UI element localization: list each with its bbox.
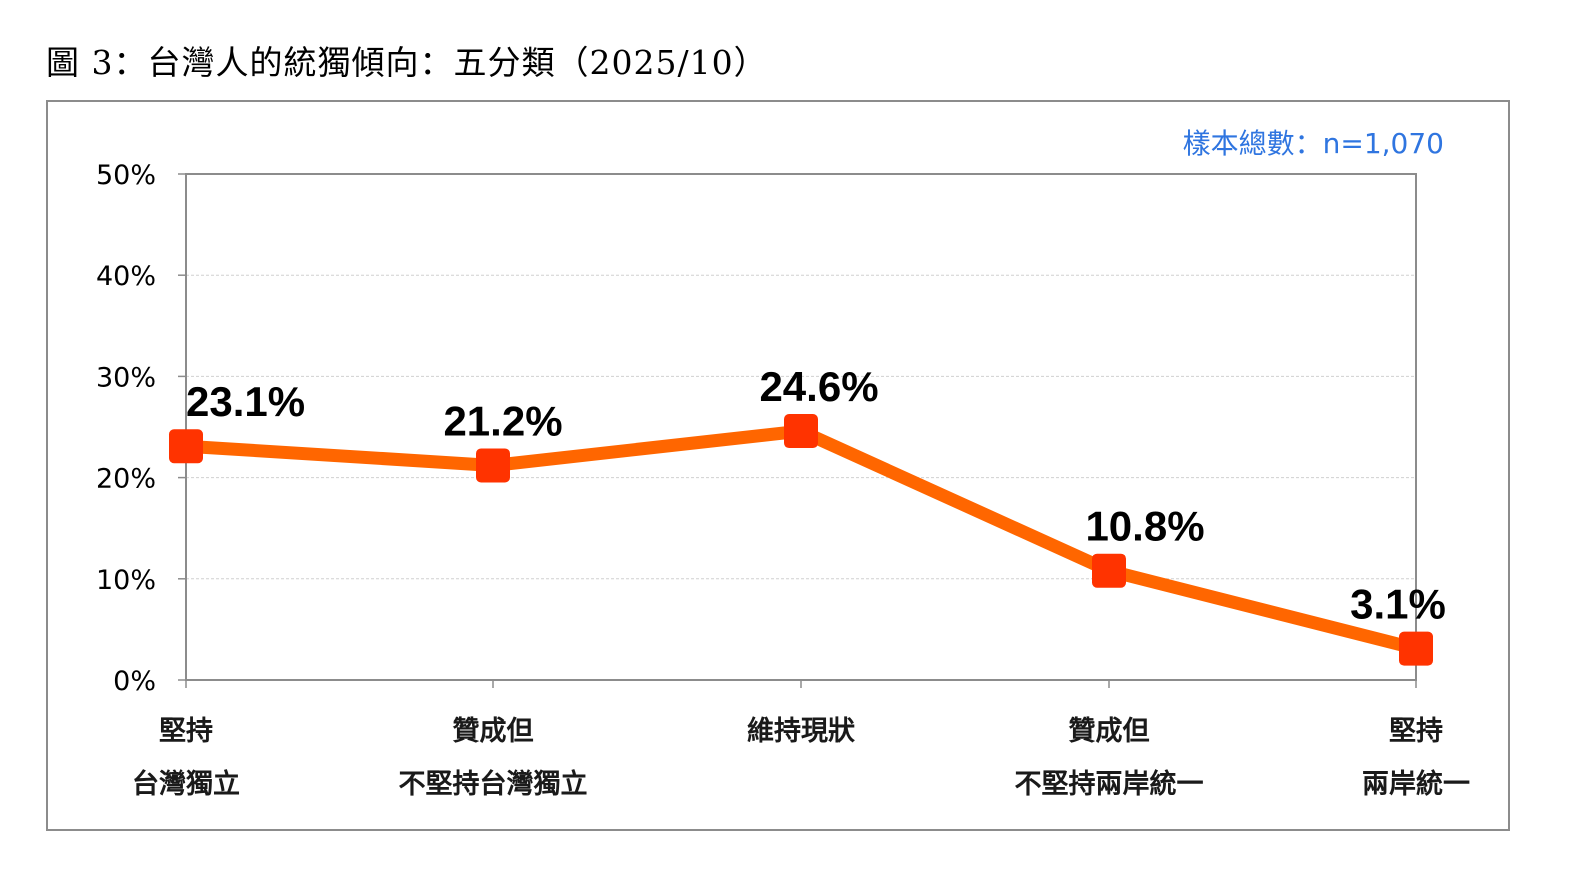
data-point-marker <box>1092 553 1126 588</box>
series-line <box>179 424 1423 656</box>
data-label: 23.1% <box>186 378 305 425</box>
y-tick-label: 10% <box>96 565 156 596</box>
figure-title: 圖 3：台灣人的統獨傾向：五分類（2025/10） <box>46 43 768 82</box>
x-category-label: 不堅持兩岸統一 <box>1015 768 1204 800</box>
data-point-marker <box>476 448 510 483</box>
data-point-marker <box>784 414 818 449</box>
x-category-label: 贊成但 <box>1069 716 1150 747</box>
data-label: 21.2% <box>443 397 562 444</box>
y-tick-label: 30% <box>96 362 156 393</box>
x-category-label: 台灣獨立 <box>132 768 240 800</box>
x-category-label: 維持現狀 <box>747 716 856 747</box>
data-label: 3.1% <box>1350 581 1446 628</box>
y-axis-tick-labels: 0% 10% 20% 30% 40% 50% <box>96 160 156 697</box>
sample-size-note: 樣本總數：n=1,070 <box>1182 127 1444 160</box>
data-label: 10.8% <box>1085 503 1204 550</box>
x-category-label: 堅持 <box>1389 716 1443 747</box>
gridlines <box>186 274 1416 580</box>
x-category-label: 不堅持台灣獨立 <box>399 768 588 800</box>
data-label: 24.6% <box>759 363 878 410</box>
data-markers <box>169 414 1433 666</box>
axes <box>178 173 1417 688</box>
data-point-marker <box>1399 631 1433 666</box>
data-labels: 23.1% 21.2% 24.6% 10.8% 3.1% <box>186 363 1446 628</box>
series-line <box>179 424 1423 656</box>
y-tick-label: 0% <box>113 666 156 697</box>
data-point-marker <box>169 429 203 464</box>
x-category-label: 兩岸統一 <box>1362 768 1470 800</box>
y-tick-label: 20% <box>96 464 156 495</box>
y-tick-label: 40% <box>96 261 156 292</box>
y-tick-label: 50% <box>96 160 156 191</box>
x-category-label: 贊成但 <box>453 716 534 747</box>
chart-frame <box>46 100 1510 831</box>
x-category-label: 堅持 <box>159 716 213 747</box>
